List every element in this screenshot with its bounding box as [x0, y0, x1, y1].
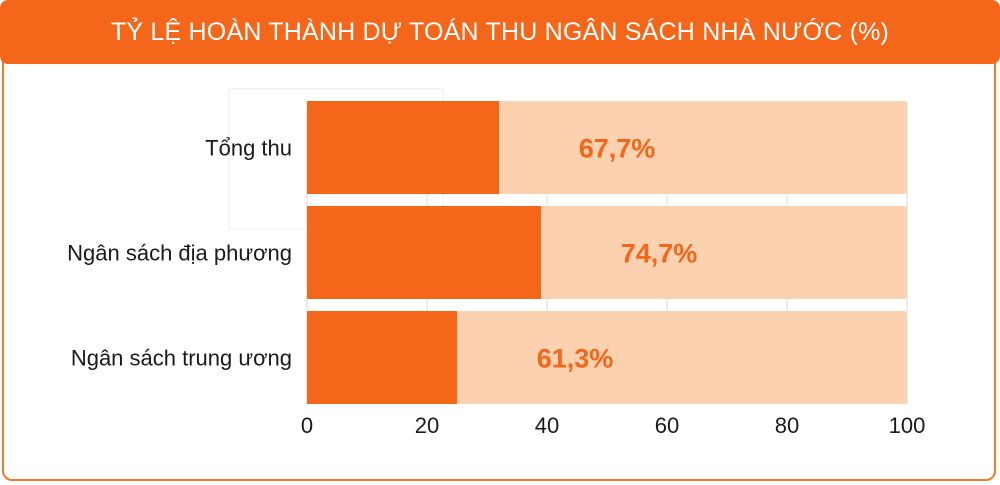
x-tick-label: 40 [535, 413, 559, 438]
chart-title: TỶ LỆ HOÀN THÀNH DỰ TOÁN THU NGÂN SÁCH N… [110, 17, 890, 46]
category-label: Ngân sách địa phương [67, 241, 292, 266]
data-label: 74,7% [621, 239, 698, 269]
data-label: 67,7% [579, 134, 656, 164]
category-label: Tổng thu [205, 136, 292, 161]
bar [307, 311, 457, 404]
category-label: Ngân sách trung ương [71, 346, 292, 371]
title-bar: TỶ LỆ HOÀN THÀNH DỰ TOÁN THU NGÂN SÁCH N… [0, 0, 1000, 64]
x-tick-label: 0 [301, 413, 313, 438]
bar [307, 101, 499, 194]
x-tick-label: 60 [655, 413, 679, 438]
data-label: 61,3% [537, 344, 614, 374]
bar [307, 206, 541, 299]
x-tick-label: 20 [415, 413, 439, 438]
x-tick-label: 100 [889, 413, 926, 438]
x-tick-label: 80 [775, 413, 799, 438]
